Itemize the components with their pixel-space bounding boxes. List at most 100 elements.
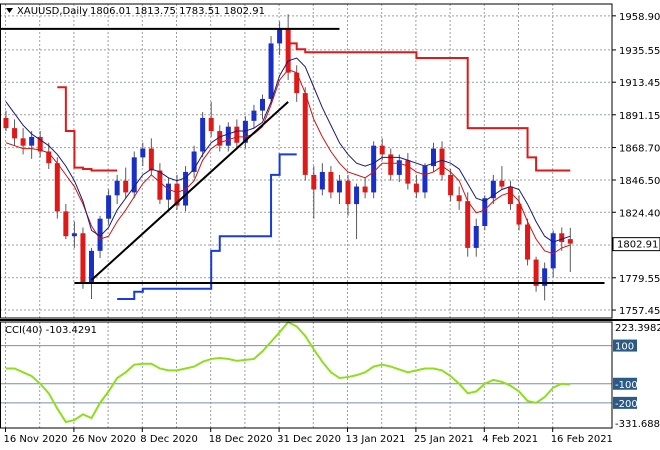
cci-level-badge [613, 396, 637, 409]
candle-body [396, 160, 402, 175]
gridlines [0, 4, 612, 428]
candle-body [225, 126, 231, 146]
candle-body [482, 198, 488, 226]
cci-tick-label: 100 [615, 342, 634, 353]
price-tick-label: 1824.40 [619, 208, 660, 219]
ma-slow-line [5, 57, 571, 243]
candle-body [362, 186, 368, 193]
uptrend-trendline [90, 101, 289, 281]
candle-body [490, 180, 496, 199]
candle-body [123, 180, 129, 193]
cci-panel-border [0, 321, 613, 429]
stop-low-line [117, 153, 297, 301]
candle-body [242, 120, 248, 143]
candle-body [379, 145, 385, 155]
date-tick-label: 16 Nov 2020 [4, 434, 68, 445]
cci-line [6, 320, 571, 424]
candle-body [183, 171, 189, 206]
candle-body [285, 28, 291, 73]
candle-body [405, 160, 411, 184]
candle-body [148, 148, 154, 171]
price-tick-label: 1846.50 [619, 176, 660, 187]
candles-layer [0, 14, 605, 301]
current-price-label: 1802.91 [617, 240, 658, 251]
price-tick-label: 1868.70 [619, 144, 660, 155]
candle-body [140, 148, 146, 158]
cci-tick-label: -200 [615, 399, 638, 410]
candle-body [63, 211, 69, 237]
date-tick-label: 13 Jan 2021 [346, 434, 406, 445]
candle-body [388, 154, 394, 175]
stop-high-line [57, 42, 571, 172]
chart-frame [0, 3, 660, 429]
date-tick-label: 4 Feb 2021 [482, 434, 538, 445]
candle-body [80, 233, 86, 283]
symbol-label: XAUUSD,Daily [17, 6, 88, 17]
candle-body [251, 110, 257, 121]
candle-body [507, 186, 513, 205]
cci-label: CCI(40) -103.4291 [5, 325, 97, 336]
candle-body [29, 136, 35, 146]
price-tick-label: 1891.15 [619, 111, 660, 122]
candle-body [533, 259, 539, 286]
cci-level-badge [613, 339, 637, 352]
candle-body [260, 98, 265, 111]
candle-body [473, 225, 479, 248]
candle-body [174, 183, 180, 206]
price-tick-label: 1757.45 [619, 306, 660, 317]
candle-body [165, 183, 171, 200]
candle-body [456, 195, 462, 202]
candle-body [106, 195, 112, 219]
price-tick-label: 1913.45 [619, 78, 660, 89]
candle-body [559, 233, 565, 243]
candle-body [319, 171, 325, 190]
candle-body [191, 151, 197, 172]
candle-body [465, 201, 471, 248]
candle-body [336, 180, 342, 193]
candle-body [217, 131, 223, 146]
candle-body [3, 117, 9, 129]
candle-body [97, 218, 103, 251]
candle-body [277, 28, 283, 44]
candle-body [114, 180, 120, 196]
chart-header: XAUUSD,Daily 1806.01 1813.75 1783.51 180… [6, 6, 265, 17]
cci-tick-label: -100 [615, 380, 638, 391]
candle-body [157, 170, 163, 200]
price-tick-label: 1958.90 [619, 12, 660, 23]
candle-body [525, 224, 531, 260]
candle-body [439, 148, 445, 175]
date-tick-label: 8 Dec 2020 [140, 434, 198, 445]
candle-body [345, 180, 351, 205]
main-panel-border [0, 3, 613, 319]
date-tick-label: 31 Dec 2020 [277, 434, 341, 445]
date-tick-label: 25 Jan 2021 [414, 434, 474, 445]
candle-body [200, 117, 206, 152]
current-price-badge [612, 237, 660, 252]
candle-body [542, 268, 548, 286]
cci-tick-label: 223.3982 [615, 323, 660, 334]
ohlc-values: 1806.01 1813.75 1783.51 1802.91 [90, 6, 265, 17]
candle-body [354, 186, 360, 205]
candle-body [268, 43, 274, 99]
candle-body [54, 163, 60, 212]
candle-body [20, 138, 26, 146]
candle-body [516, 204, 522, 225]
date-tick-label: 18 Dec 2020 [209, 434, 273, 445]
candle-body [499, 180, 505, 187]
candle-body [567, 239, 573, 244]
date-tick-label: 16 Feb 2021 [551, 434, 613, 445]
date-tick-label: 26 Nov 2020 [72, 434, 136, 445]
candle-body [413, 183, 419, 193]
candle-body [328, 171, 334, 193]
candle-body [234, 126, 240, 143]
candle-body [37, 136, 43, 152]
axis-labels: 1958.90 1935.55 1913.45 1891.15 1868.70 1846.… [4, 12, 660, 445]
candle-body [371, 145, 377, 193]
cci-level-badge [613, 377, 637, 390]
dropdown-arrow-icon[interactable] [6, 8, 13, 13]
candle-body [131, 157, 137, 193]
candle-body [294, 72, 300, 94]
ma-fast-line [5, 69, 571, 255]
